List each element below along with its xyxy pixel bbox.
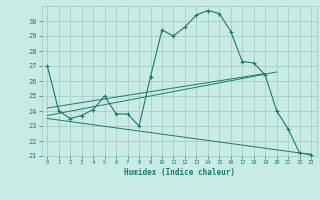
X-axis label: Humidex (Indice chaleur): Humidex (Indice chaleur) (124, 168, 235, 177)
